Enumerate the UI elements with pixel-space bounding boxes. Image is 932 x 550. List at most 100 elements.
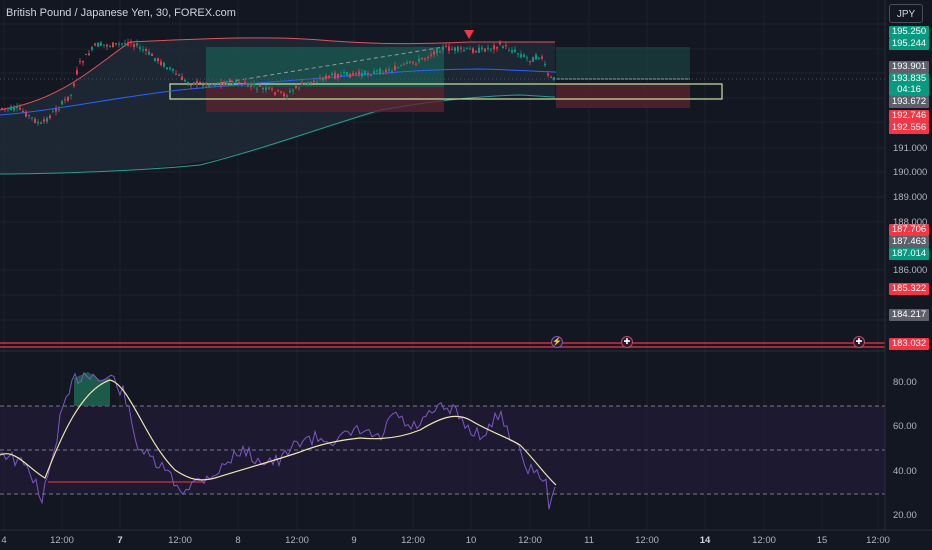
candle-body: [91, 47, 93, 50]
candle-body: [115, 43, 117, 45]
candle-body: [229, 79, 231, 82]
candle-body: [22, 111, 24, 113]
price-label: 184.217: [889, 309, 929, 321]
price-tick-label: 191.000: [893, 143, 928, 154]
candle-body: [301, 82, 303, 85]
time-tick-label: 12:00: [285, 535, 309, 546]
candle-body: [49, 115, 51, 119]
price-label: 04:16: [889, 84, 929, 96]
rsi-tick-label: 80.00: [893, 377, 917, 388]
candle-body: [76, 70, 78, 75]
time-tick-label: 12:00: [635, 535, 659, 546]
candle-body: [502, 46, 504, 49]
candle-body: [367, 73, 369, 75]
candle-body: [25, 111, 27, 117]
price-tick-label: 188.000: [893, 217, 928, 228]
candle-body: [370, 75, 372, 77]
candle-body: [478, 47, 480, 53]
candle-body: [7, 108, 9, 110]
candle-body: [340, 74, 342, 77]
candle-body: [328, 75, 330, 78]
candlesticks: [1, 38, 555, 126]
candle-body: [82, 61, 84, 63]
candle-body: [553, 77, 555, 80]
candle-body: [196, 80, 198, 85]
candle-body: [472, 48, 474, 53]
event-flag-icon[interactable]: ✚: [621, 336, 633, 348]
position-profit-zone[interactable]: [206, 47, 444, 87]
candle-body: [433, 51, 435, 55]
candle-body: [250, 85, 252, 88]
candle-body: [70, 94, 72, 96]
candle-body: [337, 73, 339, 79]
candle-body: [157, 58, 159, 62]
price-label: 185.322: [889, 283, 929, 295]
candle-body: [55, 108, 57, 112]
candle-body: [547, 73, 549, 76]
candle-body: [262, 87, 264, 90]
candle-body: [274, 92, 276, 95]
candle-body: [454, 47, 456, 51]
candle-body: [148, 51, 150, 55]
candle-body: [40, 122, 42, 124]
candle-body: [508, 50, 510, 52]
candle-body: [361, 72, 363, 77]
candle-body: [520, 54, 522, 58]
candle-body: [445, 46, 447, 48]
candle-body: [283, 93, 285, 97]
candle-body: [313, 80, 315, 83]
candle-body: [448, 46, 450, 51]
candle-body: [85, 53, 87, 55]
candle-body: [538, 57, 540, 59]
candle-body: [127, 42, 129, 46]
candle-body: [4, 108, 6, 110]
candle-body: [220, 82, 222, 86]
event-flag-icon[interactable]: ✚: [853, 336, 865, 348]
candle-body: [64, 99, 66, 101]
candle-body: [118, 43, 120, 45]
time-tick-label: 4: [1, 535, 7, 546]
candle-body: [418, 58, 420, 62]
time-tick-label: 12:00: [401, 535, 425, 546]
candle-body: [505, 45, 507, 47]
candle-body: [58, 109, 60, 111]
candle-body: [226, 81, 228, 85]
candle-body: [394, 65, 396, 71]
candle-body: [541, 56, 543, 59]
candle-body: [355, 72, 357, 75]
candle-body: [517, 53, 519, 55]
candle-body: [163, 62, 165, 67]
event-lightning-icon[interactable]: ⚡: [551, 336, 563, 348]
candle-body: [124, 43, 126, 45]
sell-signal-icon[interactable]: [464, 30, 474, 39]
candle-body: [214, 84, 216, 86]
candle-body: [187, 82, 189, 84]
position2-loss-zone[interactable]: [556, 84, 690, 108]
candle-body: [403, 63, 405, 65]
candle-body: [484, 48, 486, 52]
candle-body: [400, 65, 402, 67]
candle-body: [247, 82, 249, 87]
candle-body: [106, 44, 108, 47]
candle-body: [10, 106, 12, 110]
candle-body: [181, 76, 183, 81]
currency-button[interactable]: JPY: [889, 4, 923, 23]
candle-body: [46, 117, 48, 122]
candle-body: [415, 63, 417, 65]
price-label: 193.835: [889, 73, 929, 85]
candle-body: [61, 101, 63, 105]
candle-body: [253, 83, 255, 85]
lower-band-line: [0, 94, 556, 175]
candle-body: [475, 50, 477, 53]
candle-body: [550, 76, 552, 78]
trend-line[interactable]: [207, 46, 445, 86]
position2-profit-zone[interactable]: [556, 47, 690, 79]
candle-body: [439, 51, 441, 53]
candle-body: [1, 108, 3, 110]
candle-body: [121, 43, 123, 45]
candle-body: [490, 48, 492, 50]
candle-body: [532, 57, 534, 62]
candle-body: [202, 84, 204, 87]
candle-body: [481, 47, 483, 50]
